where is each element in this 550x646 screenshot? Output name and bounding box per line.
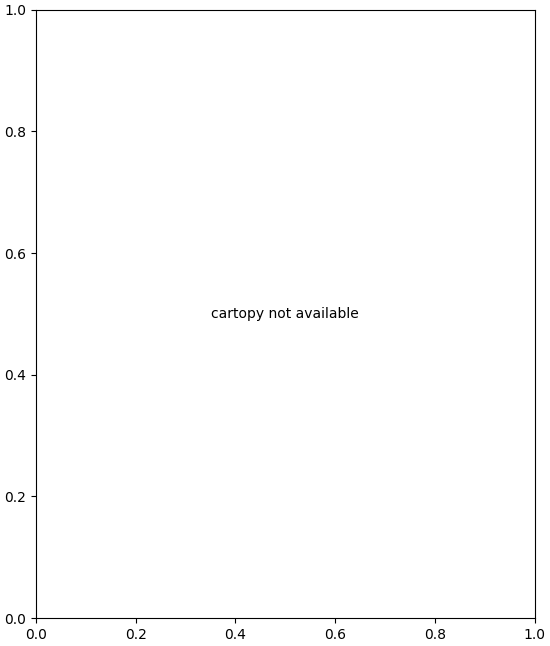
Text: cartopy not available: cartopy not available bbox=[212, 307, 359, 321]
